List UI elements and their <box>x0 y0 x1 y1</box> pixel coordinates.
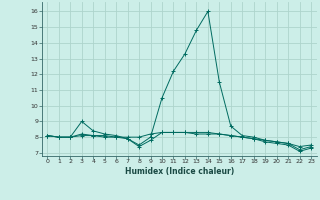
X-axis label: Humidex (Indice chaleur): Humidex (Indice chaleur) <box>124 167 234 176</box>
